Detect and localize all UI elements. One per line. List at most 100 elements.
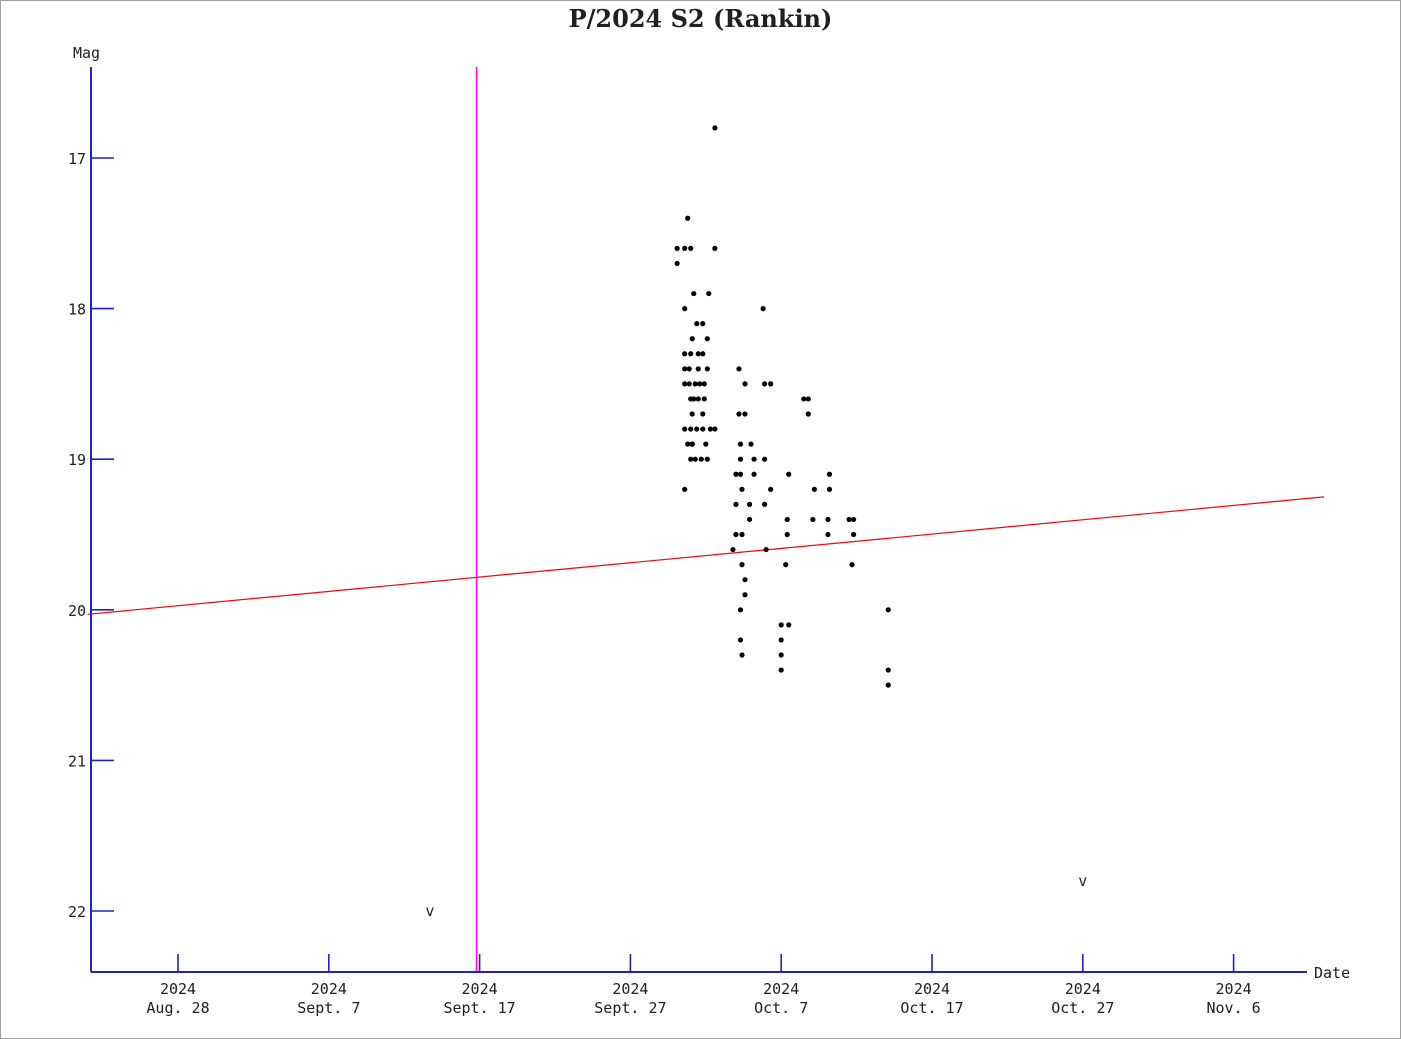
data-point bbox=[694, 321, 700, 327]
x-tick-year-label: 2024 bbox=[914, 980, 950, 998]
data-point bbox=[810, 516, 816, 523]
data-point bbox=[682, 351, 688, 357]
data-point bbox=[786, 471, 792, 477]
data-point bbox=[801, 396, 807, 402]
data-point bbox=[685, 215, 691, 221]
x-tick-date-label: Oct. 27 bbox=[1051, 999, 1114, 1017]
data-point bbox=[805, 396, 811, 402]
data-point bbox=[778, 667, 784, 673]
data-point bbox=[674, 260, 680, 267]
data-point bbox=[811, 486, 817, 492]
x-tick-date-label: Oct. 17 bbox=[900, 999, 963, 1017]
data-point bbox=[885, 667, 891, 673]
data-point bbox=[686, 366, 692, 372]
data-point bbox=[849, 562, 855, 568]
data-point bbox=[686, 381, 692, 387]
x-tick-date-label: Sept. 17 bbox=[443, 999, 515, 1017]
data-point bbox=[825, 516, 831, 523]
data-point bbox=[700, 321, 706, 327]
y-axis-label: Mag bbox=[73, 44, 100, 62]
data-point bbox=[697, 381, 703, 387]
x-tick-year-label: 2024 bbox=[763, 980, 799, 998]
data-point bbox=[682, 381, 688, 387]
data-point bbox=[685, 441, 691, 447]
data-point bbox=[739, 531, 745, 538]
data-point bbox=[733, 471, 739, 477]
data-point bbox=[736, 366, 742, 372]
data-point bbox=[739, 486, 745, 492]
data-point bbox=[712, 245, 718, 251]
data-point bbox=[695, 396, 701, 402]
data-point bbox=[674, 245, 680, 251]
marker-group bbox=[87, 67, 1325, 972]
data-point bbox=[695, 366, 701, 372]
data-point bbox=[706, 290, 712, 297]
data-point bbox=[760, 306, 766, 312]
chart-title: P/2024 S2 (Rankin) bbox=[568, 4, 833, 33]
data-point bbox=[885, 682, 891, 688]
data-point bbox=[682, 306, 688, 312]
upper-limit-marker: v bbox=[1078, 872, 1087, 890]
y-tick-label: 19 bbox=[68, 451, 86, 469]
x-tick-date-label: Oct. 7 bbox=[754, 999, 808, 1017]
data-point bbox=[850, 516, 857, 523]
x-axis-label: Date bbox=[1314, 964, 1350, 982]
data-point bbox=[742, 577, 748, 583]
y-tick-label: 18 bbox=[68, 301, 86, 319]
data-point bbox=[689, 336, 695, 342]
x-tick-date-label: Sept. 7 bbox=[297, 999, 360, 1017]
data-point bbox=[826, 471, 833, 477]
data-point bbox=[688, 456, 694, 462]
data-point bbox=[682, 426, 688, 432]
data-point bbox=[695, 351, 701, 357]
data-point bbox=[701, 381, 707, 387]
data-point bbox=[739, 652, 745, 658]
data-point bbox=[737, 456, 744, 462]
data-point bbox=[751, 471, 757, 477]
x-tick-year-label: 2024 bbox=[1216, 980, 1252, 998]
data-point bbox=[692, 381, 698, 387]
y-tick-label: 20 bbox=[68, 602, 86, 620]
upper-limit-marker: v bbox=[425, 902, 434, 920]
data-point bbox=[742, 381, 748, 387]
data-point bbox=[805, 411, 811, 417]
data-point bbox=[751, 456, 757, 462]
trend-line bbox=[87, 496, 1325, 615]
data-point bbox=[704, 366, 710, 372]
data-point bbox=[786, 622, 792, 628]
data-point bbox=[768, 381, 774, 387]
data-point bbox=[682, 486, 688, 492]
data-point bbox=[846, 516, 852, 523]
y-tick-label: 17 bbox=[68, 150, 86, 168]
data-point bbox=[703, 441, 709, 447]
data-point bbox=[688, 426, 694, 432]
data-point bbox=[778, 637, 784, 643]
data-point bbox=[737, 471, 744, 477]
data-point bbox=[682, 245, 688, 251]
data-point bbox=[739, 562, 745, 568]
data-point bbox=[825, 531, 831, 538]
y-tick-label: 22 bbox=[68, 903, 86, 921]
data-point bbox=[885, 607, 891, 613]
data-point bbox=[762, 501, 768, 507]
data-point bbox=[778, 622, 784, 628]
data-point bbox=[700, 351, 706, 357]
data-point bbox=[768, 486, 774, 492]
data-point bbox=[762, 456, 768, 462]
data-point bbox=[700, 426, 706, 432]
data-point bbox=[746, 501, 753, 507]
data-point bbox=[689, 411, 695, 417]
data-point bbox=[694, 426, 700, 432]
data-point bbox=[763, 546, 769, 553]
data-point bbox=[730, 546, 736, 553]
data-point bbox=[712, 426, 718, 432]
data-point bbox=[742, 411, 748, 417]
x-tick-year-label: 2024 bbox=[612, 980, 648, 998]
data-point bbox=[762, 381, 768, 387]
data-point bbox=[784, 516, 790, 523]
data-point bbox=[688, 351, 694, 357]
x-tick-date-label: Aug. 28 bbox=[146, 999, 209, 1017]
data-point bbox=[737, 607, 744, 613]
data-point bbox=[707, 426, 713, 432]
x-tick-date-label: Nov. 6 bbox=[1207, 999, 1261, 1017]
